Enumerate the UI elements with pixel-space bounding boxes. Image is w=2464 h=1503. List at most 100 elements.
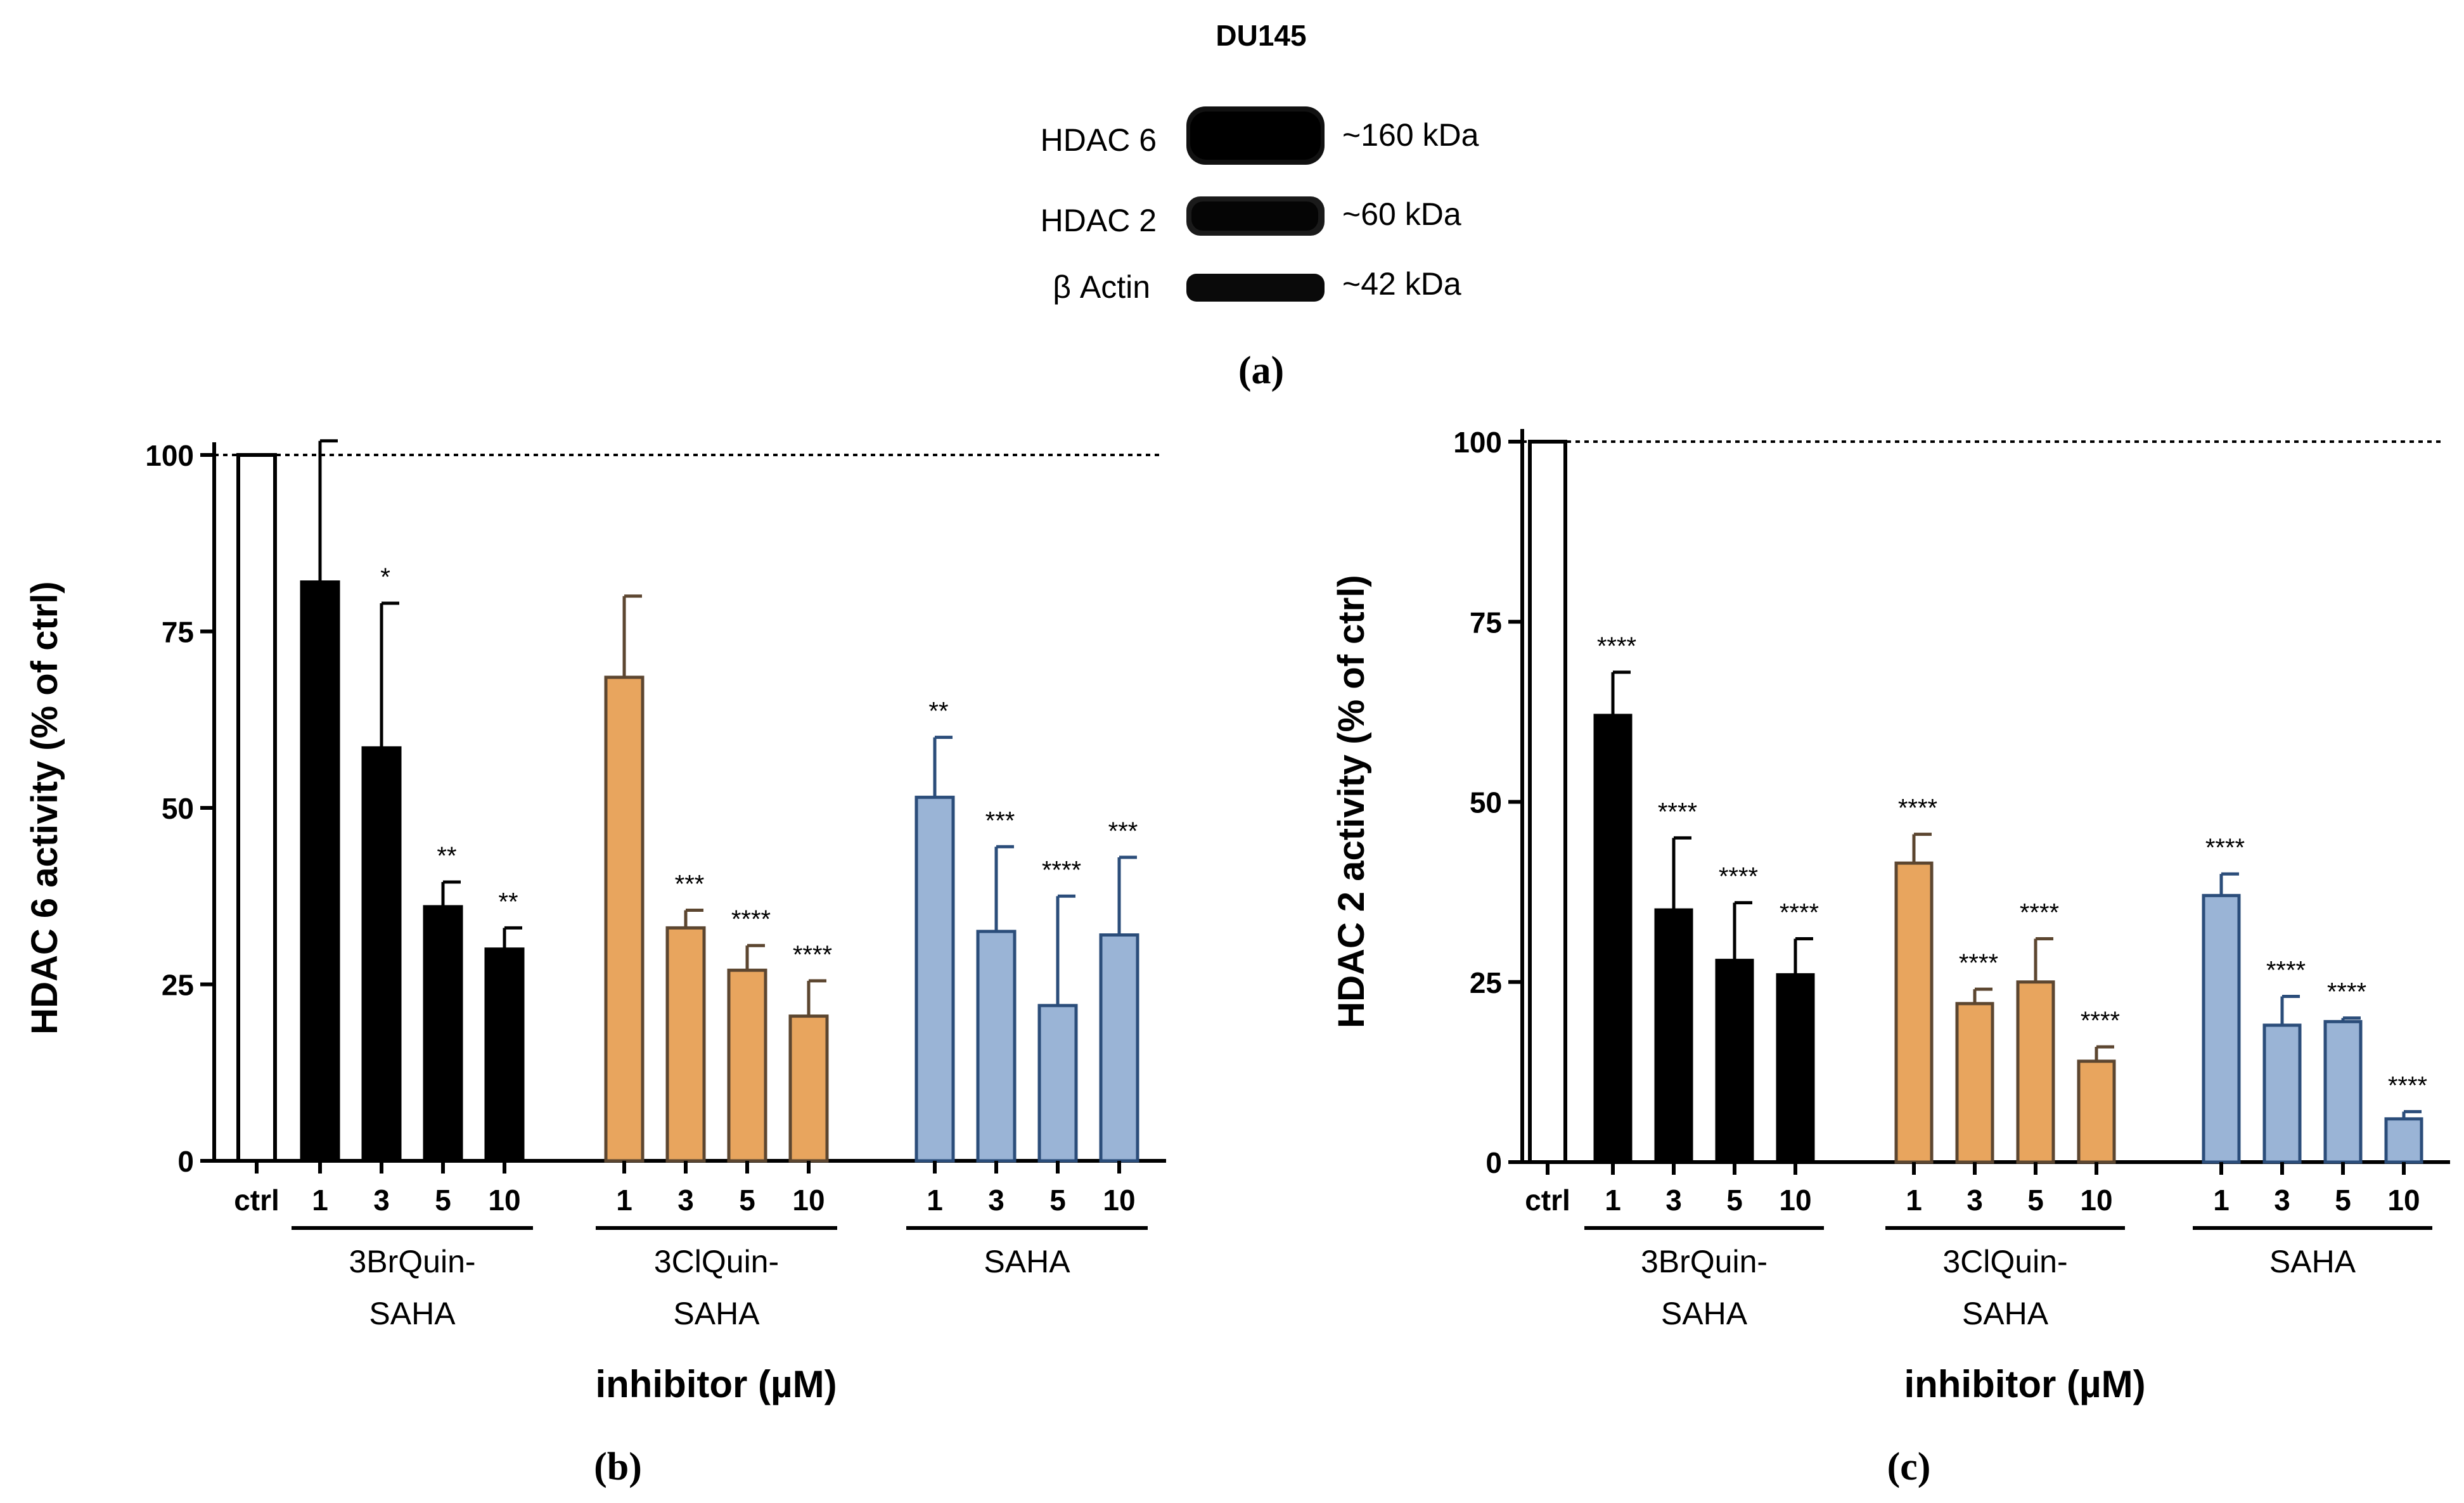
bar <box>788 1014 829 1163</box>
bar <box>604 675 645 1163</box>
bar <box>914 795 955 1163</box>
bar <box>1894 861 1934 1164</box>
x-tick-label: 10 <box>792 1184 825 1217</box>
x-tick-label: 10 <box>2387 1184 2420 1217</box>
significance-label: **** <box>2266 956 2306 984</box>
x-tick-label: 5 <box>1049 1184 1066 1217</box>
x-tick-label: 1 <box>2213 1184 2230 1217</box>
bar <box>423 905 463 1163</box>
blot-protein-label: β Actin <box>1053 269 1150 305</box>
blot-size-label: ~42 kDa <box>1342 266 1461 302</box>
y-tick-label: 100 <box>1453 426 1502 459</box>
significance-label: **** <box>1898 795 1937 822</box>
western-blot-panel: DU145 HDAC 6 HDAC 2 β Actin ~160 kDa ~60… <box>1041 19 1479 392</box>
group-label: 3ClQuin- <box>1942 1244 2067 1279</box>
significance-label: **** <box>2327 978 2366 1006</box>
group-label: 3BrQuin- <box>1641 1244 1768 1279</box>
significance-label: *** <box>675 871 705 899</box>
x-tick-label: 10 <box>2080 1184 2112 1217</box>
significance-label: **** <box>2081 1007 2120 1035</box>
x-tick-label: 5 <box>1726 1184 1743 1217</box>
group-label: SAHA <box>2269 1244 2356 1279</box>
significance-label: **** <box>1719 863 1758 891</box>
bar <box>2262 1023 2302 1164</box>
bar <box>484 947 525 1163</box>
blot-band-hdac2 <box>1186 196 1325 236</box>
group-label: SAHA <box>984 1244 1070 1279</box>
blot-size-label: ~60 kDa <box>1342 196 1461 232</box>
x-tick-label: 3 <box>677 1184 694 1217</box>
group-label: 3ClQuin- <box>654 1244 779 1279</box>
blot-band-hdac6 <box>1186 106 1325 165</box>
x-tick-label: 5 <box>435 1184 451 1217</box>
blot-protein-label: HDAC 6 <box>1041 122 1157 158</box>
y-tick-label: 75 <box>162 616 194 649</box>
y-tick-label: 0 <box>1485 1146 1502 1179</box>
x-tick-label: 3 <box>1665 1184 1682 1217</box>
significance-label: ** <box>928 698 948 726</box>
x-tick-label: 1 <box>1605 1184 1621 1217</box>
bar <box>1593 713 1633 1164</box>
significance-label: ** <box>498 888 518 916</box>
bar <box>1037 1004 1078 1163</box>
x-axis-title: inhibitor (µM) <box>595 1363 837 1405</box>
bar <box>2202 893 2241 1164</box>
y-tick-label: 25 <box>1470 966 1502 999</box>
x-tick-label: 10 <box>1103 1184 1135 1217</box>
significance-label: *** <box>985 807 1015 835</box>
x-tick-label: 3 <box>373 1184 390 1217</box>
cell-line-label: DU145 <box>1216 19 1306 52</box>
bar <box>1776 973 1815 1164</box>
significance-label: **** <box>2388 1071 2427 1099</box>
bar <box>2384 1117 2423 1164</box>
x-tick-label: 1 <box>927 1184 943 1217</box>
blot-size-label: ~160 kDa <box>1342 117 1479 153</box>
group-label: SAHA <box>1661 1296 1748 1331</box>
y-tick-label: 50 <box>162 792 194 825</box>
bar <box>2016 980 2055 1164</box>
y-tick-label: 50 <box>1470 786 1502 819</box>
bar <box>300 580 340 1163</box>
y-tick-label: 0 <box>177 1145 194 1178</box>
significance-label: **** <box>1042 856 1081 884</box>
group-label: SAHA <box>1962 1296 2049 1331</box>
group-label: SAHA <box>673 1296 760 1331</box>
x-tick-label: 10 <box>1779 1184 1811 1217</box>
significance-label: **** <box>731 905 771 933</box>
chart-hdac2-activity: 0 25 50 75 100 HDAC 2 activity (% of ctrl) ctr… <box>1331 426 2450 1488</box>
x-tick-label: 10 <box>488 1184 520 1217</box>
significance-label: ** <box>437 842 456 870</box>
panel-label-a: (a) <box>1238 349 1284 392</box>
significance-label: **** <box>1959 949 1998 977</box>
significance-label: **** <box>1658 798 1697 826</box>
bar <box>1715 959 1754 1164</box>
x-axis-title: inhibitor (µM) <box>1904 1363 2145 1405</box>
bar-ctrl <box>236 453 277 1163</box>
y-tick-label: 100 <box>145 439 194 472</box>
x-tick-label: 5 <box>2027 1184 2044 1217</box>
x-tick-label: 1 <box>1906 1184 1922 1217</box>
blot-band-actin <box>1186 274 1325 302</box>
x-tick-label: 5 <box>739 1184 755 1217</box>
blot-protein-label: HDAC 2 <box>1041 203 1157 238</box>
chart-hdac6-activity: 0 25 50 75 100 HDAC 6 activity (% of ctrl) ctr… <box>24 439 1166 1488</box>
x-tick-label-ctrl: ctrl <box>234 1184 279 1217</box>
bar <box>976 930 1017 1163</box>
bar <box>1099 933 1139 1163</box>
bar <box>1654 908 1693 1164</box>
x-tick-label: 5 <box>2335 1184 2351 1217</box>
panel-label: (c) <box>1887 1445 1931 1488</box>
significance-label: **** <box>1780 899 1819 927</box>
x-tick-label: 1 <box>616 1184 632 1217</box>
y-tick-label: 25 <box>162 969 194 1002</box>
panel-label: (b) <box>594 1445 642 1488</box>
x-tick-label: 1 <box>312 1184 328 1217</box>
group-label: SAHA <box>369 1296 456 1331</box>
significance-label: **** <box>2205 834 2245 862</box>
significance-label: **** <box>2020 899 2059 927</box>
bar <box>1955 1002 1994 1164</box>
x-tick-label-ctrl: ctrl <box>1525 1184 1570 1217</box>
bar <box>361 746 402 1163</box>
y-tick-label: 75 <box>1470 606 1502 639</box>
bar <box>727 968 767 1163</box>
